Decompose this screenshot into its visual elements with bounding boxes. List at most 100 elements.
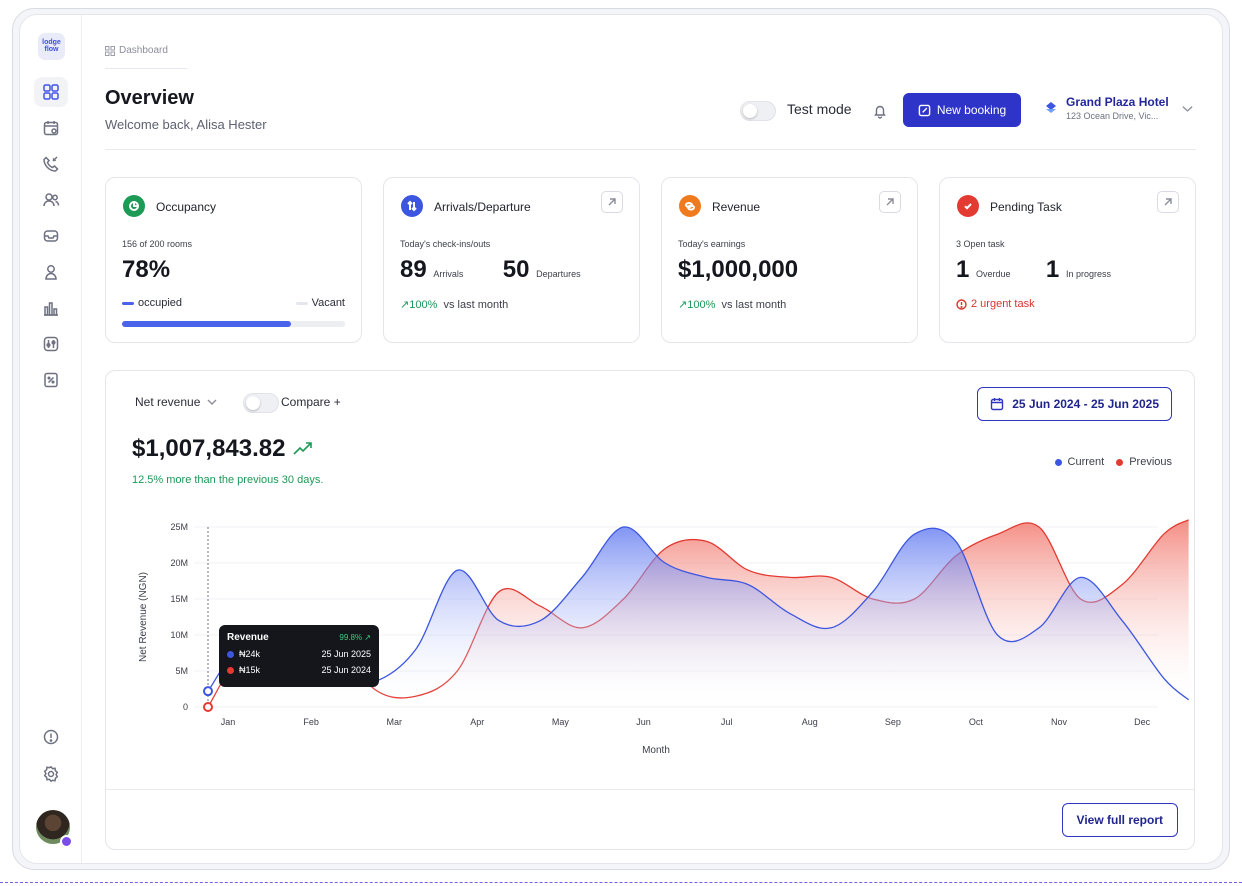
card-subtitle: Today's check-ins/outs xyxy=(400,239,491,249)
trend-pct: 100% xyxy=(687,299,716,311)
sidebar: lodge flow xyxy=(20,15,82,863)
x-tick-label: Apr xyxy=(470,717,484,727)
trend: ↗100% vs last month xyxy=(400,298,508,311)
card-title: Arrivals/Departure xyxy=(434,200,531,214)
occupied-legend: occupied xyxy=(122,297,182,309)
occupancy-progress xyxy=(122,321,345,327)
y-tick-label: 5M xyxy=(175,666,188,676)
compare-label[interactable]: Compare + xyxy=(281,395,341,409)
app-window: lodge flow xyxy=(19,14,1223,864)
tooltip-pct: 99.8% ↗ xyxy=(339,633,371,642)
departures-value: 50 xyxy=(502,256,530,283)
discount-icon[interactable] xyxy=(34,365,68,395)
occupancy-progress-fill xyxy=(122,321,292,327)
page-title: Overview xyxy=(105,87,194,109)
legend-current: Current xyxy=(1055,456,1105,468)
legend-previous: Previous xyxy=(1116,456,1172,468)
person-icon[interactable] xyxy=(34,257,68,287)
breadcrumb[interactable]: Dashboard xyxy=(105,45,187,69)
check-circle-icon xyxy=(957,195,979,217)
inbox-icon[interactable] xyxy=(34,221,68,251)
trend-up-icon: ↗ xyxy=(400,299,410,311)
x-tick-label: Mar xyxy=(386,717,402,727)
brand-logo[interactable]: lodge flow xyxy=(38,33,65,60)
tooltip-current-date: 25 Jun 2025 xyxy=(321,649,371,659)
coins-icon xyxy=(679,195,701,217)
metric-dropdown[interactable]: Net revenue xyxy=(135,395,218,409)
hotel-selector[interactable]: Grand Plaza Hotel 123 Ocean Drive, Vic..… xyxy=(1044,95,1194,121)
swap-icon xyxy=(401,195,423,217)
calendar-icon[interactable] xyxy=(34,113,68,143)
tooltip-previous-date: 25 Jun 2024 xyxy=(321,665,371,675)
y-tick-label: 10M xyxy=(170,630,188,640)
tooltip-previous-value: ₦15k xyxy=(239,665,261,675)
arrow-up-right-icon xyxy=(886,198,894,206)
settings-icon[interactable] xyxy=(34,759,68,789)
dashboard-icon xyxy=(105,45,115,56)
card-subtitle: 3 Open task xyxy=(956,239,1005,249)
sliders-icon[interactable] xyxy=(34,329,68,359)
open-revenue-button[interactable] xyxy=(879,191,901,213)
progress-value: 1 xyxy=(1045,256,1060,283)
test-mode-label: Test mode xyxy=(787,101,852,117)
pending-task-card: Pending Task 3 Open task 1 Overdue 1 In … xyxy=(939,177,1196,343)
y-tick-label: 0 xyxy=(183,702,188,712)
arrow-up-right-icon xyxy=(1164,198,1172,206)
y-tick-label: 25M xyxy=(170,522,188,532)
date-range-label: 25 Jun 2024 - 25 Jun 2025 xyxy=(1012,397,1159,411)
hotel-address: 123 Ocean Drive, Vic... xyxy=(1066,111,1159,121)
series-point-current[interactable] xyxy=(203,686,213,697)
card-title: Pending Task xyxy=(990,200,1062,214)
location-pin-icon xyxy=(1046,102,1056,113)
x-tick-label: Jun xyxy=(636,717,651,727)
x-tick-label: Aug xyxy=(802,717,818,727)
arrivals-stats: 89 Arrivals 50 Departures xyxy=(400,256,581,284)
chevron-down-icon xyxy=(1182,105,1193,112)
tooltip-pct-value: 99.8% xyxy=(339,633,363,642)
alert-icon xyxy=(956,298,967,310)
date-range-button[interactable]: 25 Jun 2024 - 25 Jun 2025 xyxy=(977,387,1172,421)
trend-pct: 100% xyxy=(409,299,438,311)
arrivals-label: Arrivals xyxy=(433,269,464,279)
page-bottom-border xyxy=(0,882,1242,883)
urgent-task-alert[interactable]: 2 urgent task xyxy=(956,298,1035,310)
overdue-label: Overdue xyxy=(976,269,1011,279)
help-icon[interactable] xyxy=(34,722,68,752)
hotel-name: Grand Plaza Hotel xyxy=(1066,95,1169,109)
bar-chart-icon[interactable] xyxy=(34,293,68,323)
arrivals-value: 89 xyxy=(400,256,427,283)
tooltip-title: Revenue xyxy=(227,632,269,643)
x-tick-label: Sep xyxy=(885,717,901,727)
notification-bell-icon[interactable] xyxy=(872,103,888,119)
open-pending-button[interactable] xyxy=(1157,191,1179,213)
revenue-value: $1,000,000 xyxy=(678,256,799,283)
view-full-report-button[interactable]: View full report xyxy=(1061,803,1178,837)
open-arrivals-button[interactable] xyxy=(601,191,623,213)
card-subtitle: Today's earnings xyxy=(678,239,746,249)
users-icon[interactable] xyxy=(34,185,68,215)
revenue-total-value: $1,007,843.82 xyxy=(132,435,286,462)
vacant-legend: Vacant xyxy=(296,297,345,309)
progress-label: In progress xyxy=(1065,269,1111,279)
arrivals-card: Arrivals/Departure Today's check-ins/out… xyxy=(383,177,640,343)
y-axis-title: Net Revenue (NGN) xyxy=(138,572,149,662)
card-title: Revenue xyxy=(712,200,761,214)
card-title: Occupancy xyxy=(156,200,217,214)
new-booking-button[interactable]: New booking xyxy=(903,93,1021,127)
test-mode-toggle[interactable] xyxy=(740,101,776,121)
phone-icon[interactable] xyxy=(34,149,68,179)
x-tick-label: Oct xyxy=(969,717,984,727)
occupancy-card: Occupancy 156 of 200 rooms 78% occupied … xyxy=(105,177,362,343)
chart-tooltip: Revenue 99.8% ↗ ₦24k 25 Jun 2025 ₦15k 25… xyxy=(219,625,379,687)
chart-legend: Current Previous xyxy=(1055,456,1172,468)
card-subtitle: 156 of 200 rooms xyxy=(122,239,193,249)
chevron-down-icon xyxy=(207,399,217,405)
y-tick-label: 15M xyxy=(170,594,188,604)
metric-label: Net revenue xyxy=(135,395,201,409)
revenue-chart-panel: Net revenue Compare + 25 Jun 2024 - 25 J… xyxy=(105,370,1195,850)
departures-label: Departures xyxy=(536,269,581,279)
trend-up-icon: ↗ xyxy=(678,299,688,311)
occupancy-value: 78% xyxy=(122,256,171,283)
compare-toggle[interactable] xyxy=(243,393,279,413)
dashboard-icon[interactable] xyxy=(34,77,68,107)
